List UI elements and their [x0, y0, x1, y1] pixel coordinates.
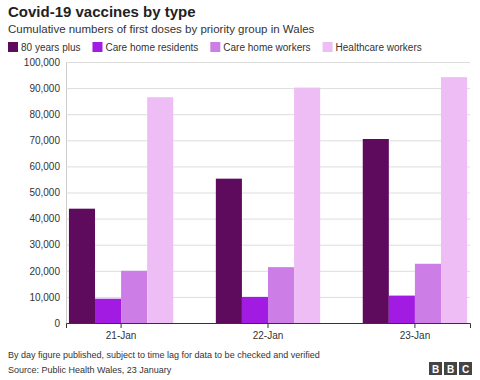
y-tick-label: 90,000: [29, 83, 60, 94]
bar: [389, 296, 415, 323]
y-axis-line: [67, 63, 471, 324]
y-axis: 0 10,000 20,000 30,000 40,000 50,000 60,000 70,…: [24, 57, 470, 329]
x-tick-label: 22-Jan: [253, 330, 284, 341]
grid-line: [66, 219, 470, 220]
y-tick-label: 0: [54, 318, 60, 329]
legend: 80 years plus Care home residents Care hom…: [8, 42, 422, 53]
y-tick-label: 10,000: [29, 292, 60, 303]
legend-label: Healthcare workers: [336, 42, 422, 53]
legend-swatch: [8, 42, 18, 52]
logo-box: [444, 362, 457, 375]
legend-swatch: [210, 42, 220, 52]
bars: [69, 77, 467, 323]
grid-line: [66, 62, 470, 63]
x-axis: 21-Jan 22-Jan 23-Jan: [67, 323, 471, 341]
grid-line: [66, 140, 470, 141]
grid-line: [66, 114, 470, 115]
title: Covid-19 vaccines by type: [8, 3, 196, 20]
chart-svg: Covid-19 vaccines by type Cumulative numb…: [0, 0, 480, 380]
bar: [216, 179, 242, 323]
y-tick: 20,000: [29, 266, 470, 277]
y-tick-label: 80,000: [29, 109, 60, 120]
bar: [147, 97, 173, 323]
logo-box: [459, 362, 472, 375]
y-tick: 100,000: [24, 57, 470, 68]
bar: [121, 271, 147, 323]
bar: [294, 88, 320, 323]
grid-line: [66, 88, 470, 89]
x-tick: 21-Jan: [106, 323, 137, 341]
legend-entry: Healthcare workers: [323, 42, 422, 53]
note: By day figure published, subject to time…: [8, 350, 320, 360]
y-tick: 90,000: [29, 83, 470, 94]
x-tick-mark: [414, 323, 415, 328]
grid-line: [66, 193, 470, 194]
y-tick-label: 100,000: [24, 57, 61, 68]
logo-letter: C: [462, 364, 469, 375]
legend-label: 80 years plus: [21, 42, 80, 53]
y-tick-label: 40,000: [29, 213, 60, 224]
bar: [415, 264, 441, 323]
bar: [363, 139, 389, 323]
y-tick: 50,000: [29, 187, 470, 198]
legend-label: Care home workers: [223, 42, 310, 53]
x-tick-label: 21-Jan: [106, 330, 137, 341]
legend-entry: Care home residents: [92, 42, 198, 53]
y-tick: 70,000: [29, 135, 470, 146]
bar: [268, 267, 294, 323]
chart-container: Covid-19 vaccines by type Cumulative numb…: [0, 0, 480, 380]
x-axis-line: [67, 324, 471, 329]
legend-swatch: [92, 42, 102, 52]
bar: [69, 209, 95, 323]
plot-area: 0 10,000 20,000 30,000 40,000 50,000 60,000 70,…: [24, 57, 471, 341]
legend-label: Care home residents: [105, 42, 198, 53]
logo: BBC: [429, 362, 472, 375]
x-tick: 23-Jan: [400, 323, 431, 341]
source: Source: Public Health Wales, 23 January: [8, 365, 172, 375]
subtitle: Cumulative numbers of first doses by pri…: [8, 23, 315, 35]
logo-box: [429, 362, 442, 375]
bar: [242, 297, 268, 323]
y-tick-label: 60,000: [29, 161, 60, 172]
logo-letter: B: [447, 364, 454, 375]
y-tick-label: 20,000: [29, 266, 60, 277]
bar: [441, 77, 467, 323]
x-tick-mark: [268, 323, 269, 328]
y-tick-label: 50,000: [29, 187, 60, 198]
y-tick-label: 70,000: [29, 135, 60, 146]
logo-letter: B: [432, 364, 439, 375]
x-tick: 22-Jan: [253, 323, 284, 341]
x-tick-label: 23-Jan: [400, 330, 431, 341]
legend-entry: Care home workers: [210, 42, 310, 53]
bar: [95, 299, 121, 323]
legend-swatch: [323, 42, 333, 52]
y-tick: 60,000: [29, 161, 470, 172]
y-tick: 40,000: [29, 213, 470, 224]
legend-entry: 80 years plus: [8, 42, 80, 53]
y-tick-label: 30,000: [29, 239, 60, 250]
y-tick: 80,000: [29, 109, 470, 120]
x-tick-mark: [121, 323, 122, 328]
y-tick: 30,000: [29, 239, 470, 250]
grid-line: [66, 166, 470, 167]
grid-line: [66, 245, 470, 246]
